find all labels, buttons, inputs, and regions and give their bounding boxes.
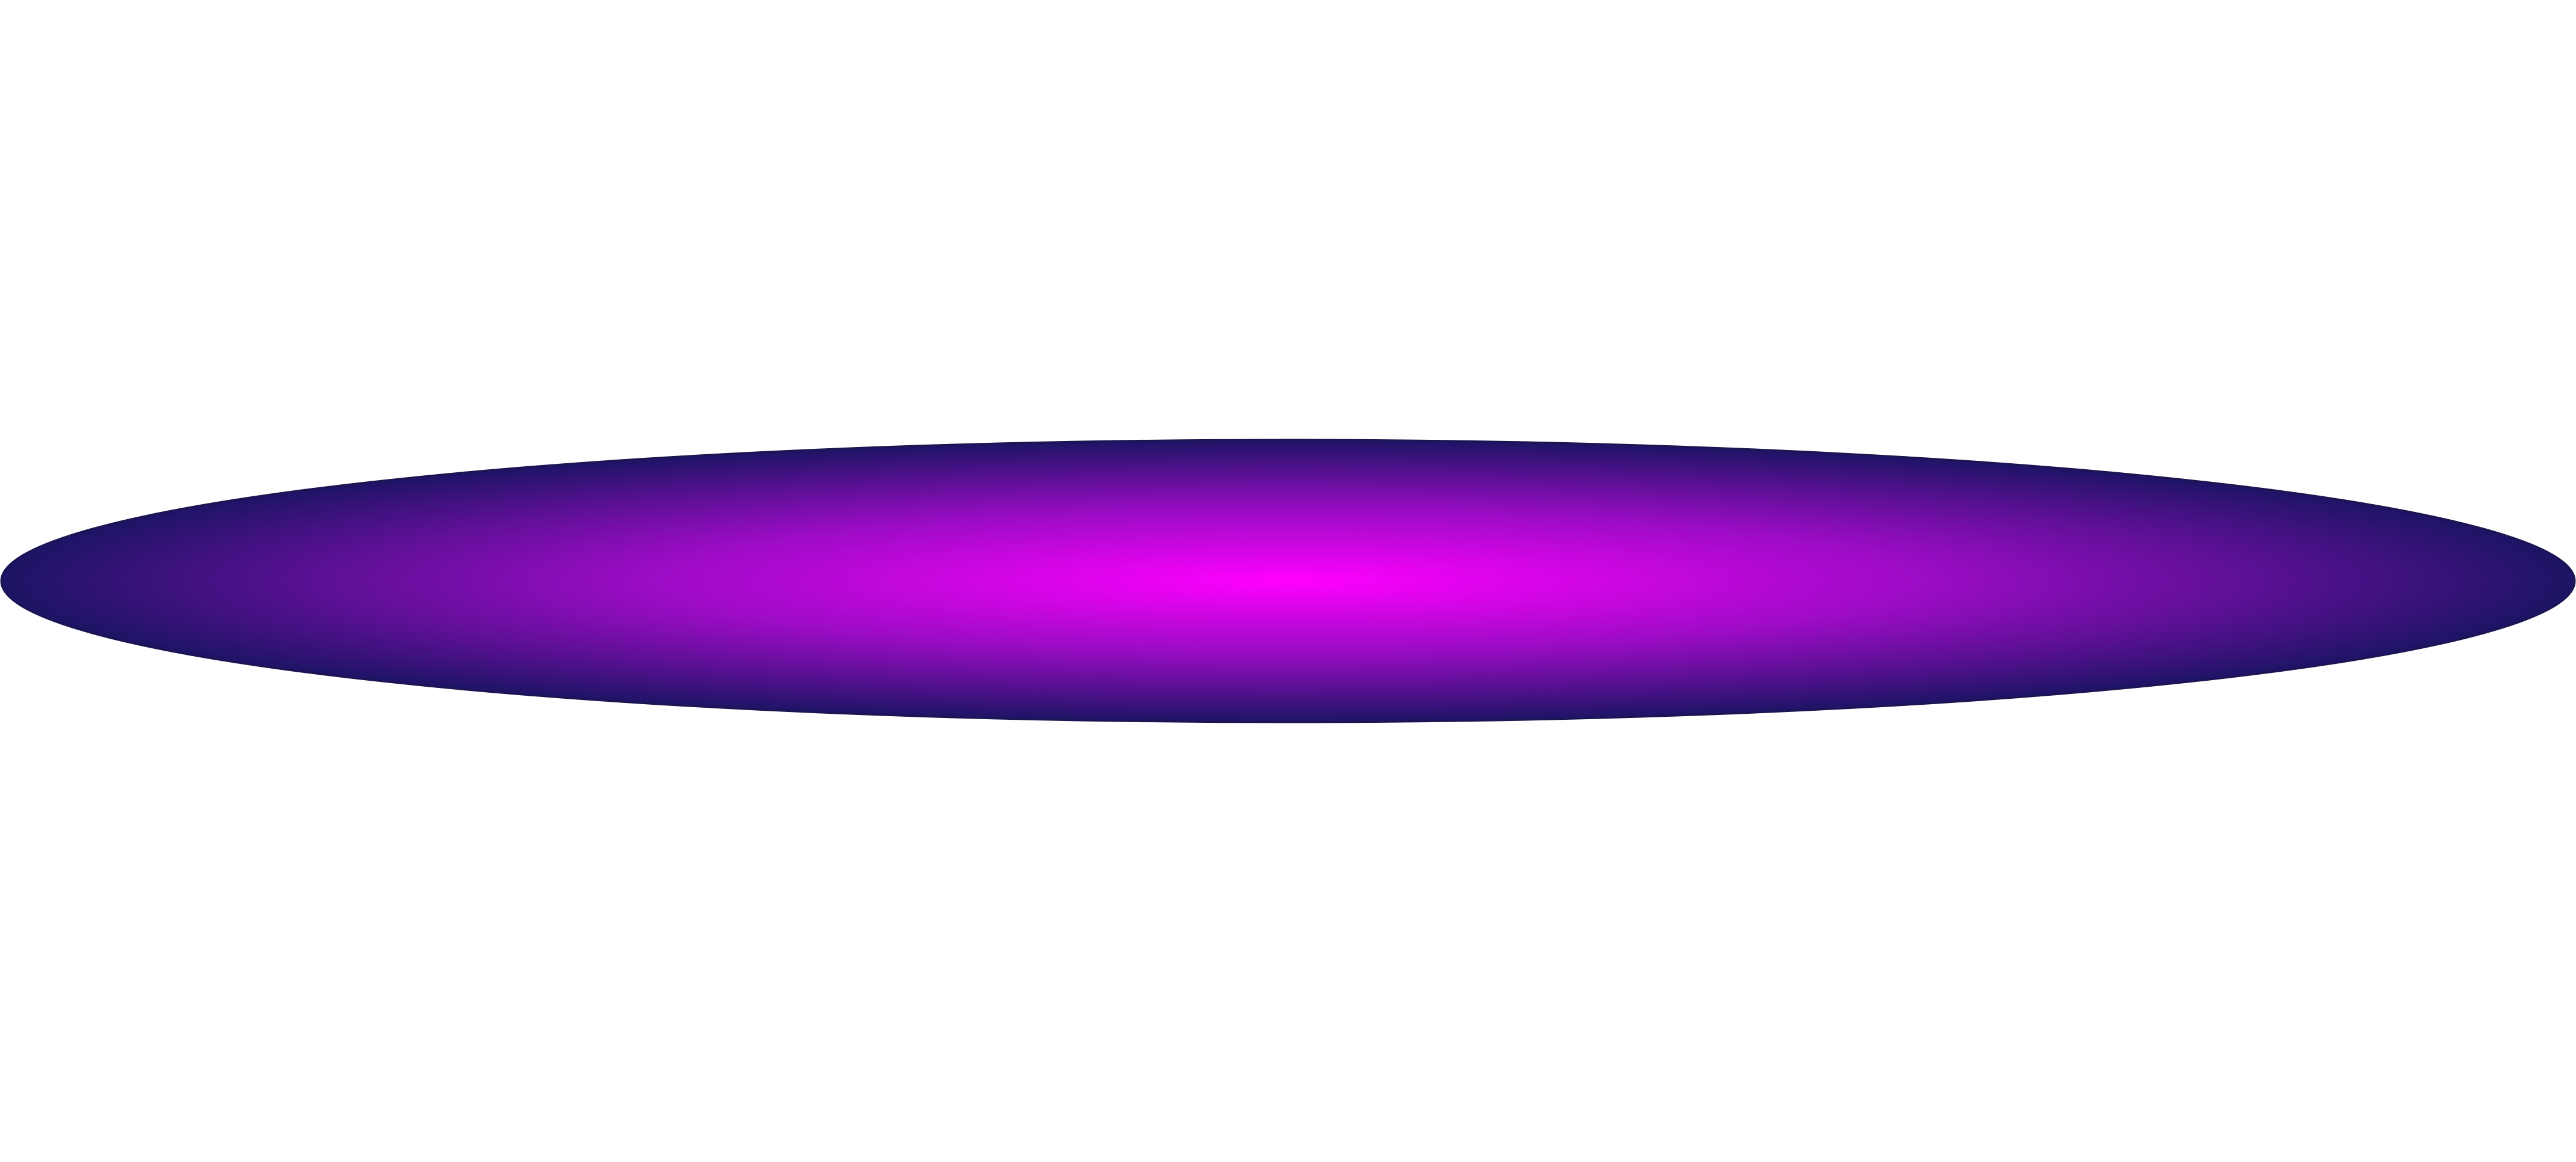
purple-magenta-ellipse: [0, 439, 2576, 723]
